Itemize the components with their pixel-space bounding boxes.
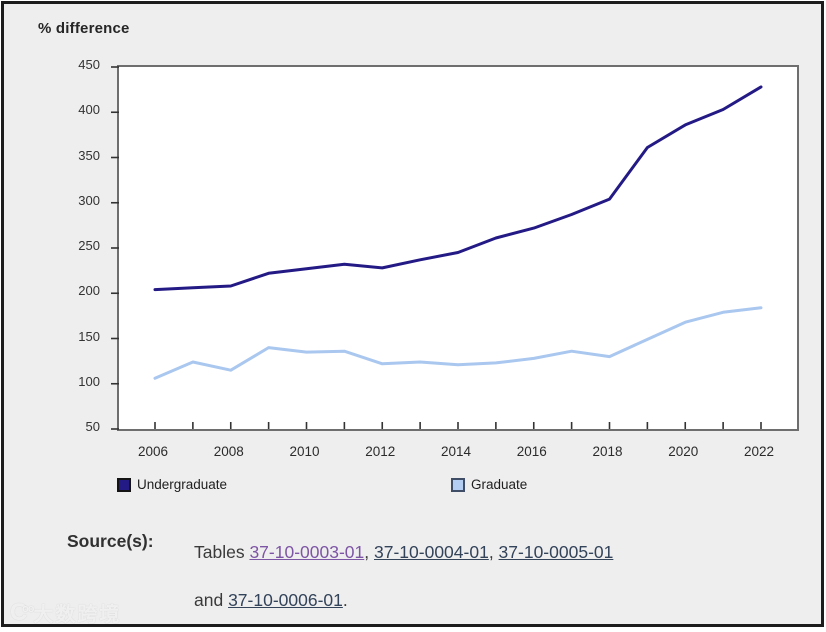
x-tick-label: 2008 (213, 444, 244, 459)
source-link-1[interactable]: 37-10-0003-01 (249, 542, 365, 562)
legend-item-undergraduate: Undergraduate (117, 477, 227, 492)
undergraduate-swatch-icon (117, 477, 131, 492)
source-link-4[interactable]: 37-10-0006-01 (228, 590, 343, 610)
y-tick-label: 150 (78, 328, 100, 344)
y-tick-label: 350 (78, 147, 100, 163)
source-label: Source(s): (67, 531, 154, 551)
y-tick-label: 100 (78, 373, 100, 389)
line-chart-svg (111, 66, 763, 430)
source-link-3[interactable]: 37-10-0005-01 (498, 542, 614, 562)
x-tick-label: 2006 (137, 444, 169, 459)
source-link-2[interactable]: 37-10-0004-01 (374, 542, 489, 562)
y-tick-label: 50 (85, 419, 100, 434)
x-tick-label: 2020 (668, 444, 699, 459)
y-tick-label: 400 (78, 102, 100, 118)
plot-area (111, 65, 799, 431)
source-separator: , (488, 542, 499, 562)
source-separator: , (364, 542, 374, 562)
legend-item-graduate: Graduate (451, 477, 527, 492)
source-content: Tables 37-10-0003-01, 37-10-0004-01, 37-… (194, 528, 754, 624)
graduate-swatch-icon (451, 477, 465, 492)
y-tick-label: 250 (78, 238, 100, 253)
x-tick-label: 2022 (743, 444, 775, 459)
x-tick-label: 2016 (516, 444, 547, 459)
legend-label-undergraduate: Undergraduate (137, 477, 228, 492)
source-period: . (342, 590, 348, 610)
x-tick-label: 2014 (440, 444, 472, 459)
x-tick-label: 2018 (592, 444, 623, 459)
source-and: and (194, 590, 229, 610)
x-tick-label: 2010 (289, 444, 320, 459)
watermark-text: 大数跨境 (33, 604, 122, 626)
source-prefix: Tables (194, 542, 250, 562)
y-tick-label: 450 (78, 57, 100, 72)
legend-label-graduate: Graduate (471, 477, 528, 492)
x-tick-label: 2012 (365, 444, 396, 459)
chart-title: % difference (38, 20, 130, 37)
y-tick-label: 300 (78, 192, 100, 208)
y-tick-label: 200 (78, 283, 100, 299)
